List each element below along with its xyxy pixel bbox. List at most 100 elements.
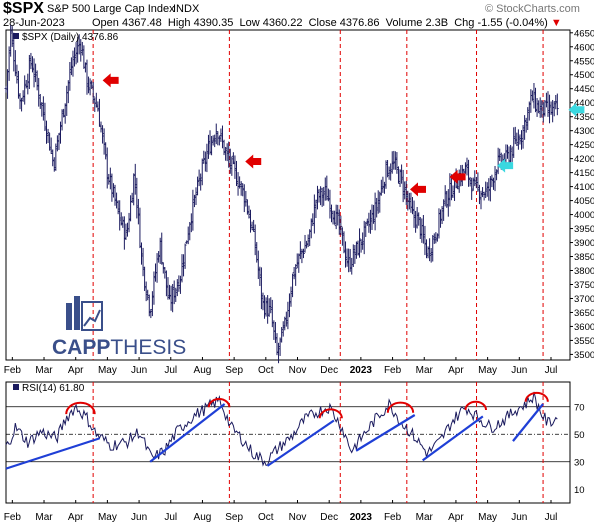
rsi-y-tick-label: 50 xyxy=(574,430,585,441)
rsi-y-tick-label: 70 xyxy=(574,402,585,413)
rsi-x-tick-label: Sep xyxy=(225,512,243,523)
rsi-x-tick-label: May xyxy=(98,512,117,523)
price-x-tick-label: Dec xyxy=(320,365,338,376)
rsi-x-tick-label: Jun xyxy=(511,512,527,523)
rsi-trendline xyxy=(355,414,416,452)
quote-date: 28-Jun-2023 xyxy=(3,17,65,29)
price-y-tick-label: 3750 xyxy=(574,280,594,291)
price-y-tick-label: 3600 xyxy=(574,322,594,333)
price-y-tick-label: 3700 xyxy=(574,294,594,305)
rsi-y-tick-label: 10 xyxy=(574,485,585,496)
rsi-trendline xyxy=(512,403,544,442)
price-y-tick-label: 4300 xyxy=(574,126,594,137)
rsi-legend-swatch-icon xyxy=(13,384,19,390)
price-x-tick-label: Apr xyxy=(68,365,84,376)
price-y-tick-label: 4550 xyxy=(574,56,594,67)
symbol: $SPX xyxy=(3,0,44,17)
price-x-tick-label: Jun xyxy=(511,365,527,376)
price-y-tick-label: 3800 xyxy=(574,266,594,277)
logo-trend-icon xyxy=(83,309,101,327)
price-x-tick-label: Feb xyxy=(4,365,22,376)
price-y-tick-label: 3850 xyxy=(574,252,594,263)
rsi-x-tick-label: May xyxy=(478,512,497,523)
red-arrow-icon xyxy=(449,169,466,184)
price-y-tick-label: 4650 xyxy=(574,28,594,39)
high-label: High xyxy=(167,17,191,29)
price-y-tick-label: 4500 xyxy=(574,70,594,81)
rsi-top-arc xyxy=(464,400,488,411)
rsi-top-arc xyxy=(65,401,96,415)
volume-value: 2.3B xyxy=(425,17,449,29)
price-y-tick-label: 4350 xyxy=(574,112,594,123)
price-x-tick-label: Oct xyxy=(258,365,274,376)
rsi-y-tick-label: 30 xyxy=(574,457,585,468)
logo-text-bold: CAPP xyxy=(52,336,110,359)
price-x-tick-label: May xyxy=(478,365,497,376)
chg-label: Chg xyxy=(454,17,475,29)
price-y-tick-label: 4200 xyxy=(574,154,594,165)
low-label: Low xyxy=(239,17,260,29)
price-x-tick-label: Aug xyxy=(194,365,212,376)
price-x-tick-label: Apr xyxy=(448,365,464,376)
logo-bar-icon xyxy=(66,303,72,330)
price-x-tick-label: Feb xyxy=(384,365,402,376)
price-y-tick-label: 4050 xyxy=(574,196,594,207)
high-value: 4390.35 xyxy=(193,17,234,29)
price-y-tick-label: 3550 xyxy=(574,336,594,347)
rsi-top-arc xyxy=(386,401,415,413)
rsi-x-tick-label: Jun xyxy=(131,512,147,523)
close-label: Close xyxy=(308,17,337,29)
rsi-line xyxy=(5,391,558,467)
red-arrow-icon xyxy=(245,154,262,169)
price-y-tick-label: 4150 xyxy=(574,168,594,179)
price-y-tick-label: 4450 xyxy=(574,84,594,95)
rsi-x-tick-label: Dec xyxy=(320,512,338,523)
price-y-tick-label: 4100 xyxy=(574,182,594,193)
rsi-x-tick-label: Nov xyxy=(289,512,307,523)
logo-bar-icon xyxy=(74,296,80,330)
open-label: Open xyxy=(92,17,119,29)
price-legend-swatch-icon xyxy=(13,33,19,39)
cyan-arrow-icon xyxy=(497,158,514,173)
rsi-top-arc xyxy=(207,398,231,408)
price-panel-frame xyxy=(5,29,571,361)
price-x-tick-label: Mar xyxy=(35,365,53,376)
close-value: 4376.86 xyxy=(339,17,380,29)
exchange: INDX xyxy=(173,3,200,15)
price-x-tick-label: 2023 xyxy=(350,365,373,376)
rsi-x-tick-label: Jul xyxy=(545,512,558,523)
price-bars xyxy=(4,24,559,364)
price-y-tick-label: 3900 xyxy=(574,238,594,249)
price-x-tick-label: Nov xyxy=(289,365,307,376)
price-x-tick-label: Mar xyxy=(416,365,434,376)
rsi-x-tick-label: Apr xyxy=(448,512,464,523)
chart-header: $SPX S&P 500 Large Cap Index INDX © Stoc… xyxy=(0,0,594,30)
rsi-x-tick-label: Mar xyxy=(35,512,53,523)
red-arrow-icon xyxy=(102,73,119,88)
rsi-trendline xyxy=(422,415,484,462)
rsi-x-tick-label: Mar xyxy=(416,512,434,523)
rsi-top-arc xyxy=(524,391,549,402)
rsi-panel-frame xyxy=(5,381,571,504)
rsi-trendline xyxy=(149,403,226,463)
rsi-top-arc xyxy=(318,408,343,419)
rsi-x-tick-label: Apr xyxy=(68,512,84,523)
watermark: © StockCharts.com xyxy=(485,3,580,15)
price-y-tick-label: 3950 xyxy=(574,224,594,235)
price-x-tick-label: Jul xyxy=(164,365,177,376)
rsi-x-tick-label: Oct xyxy=(258,512,274,523)
open-value: 4367.48 xyxy=(121,17,162,29)
price-y-tick-label: 4000 xyxy=(574,210,594,221)
chg-value: -1.55 (-0.04%) xyxy=(477,17,548,29)
rsi-trendline xyxy=(5,437,100,470)
price-x-tick-label: Jul xyxy=(545,365,558,376)
capp-thesis-logo: CAPPTHESIS xyxy=(52,296,186,359)
price-y-tick-label: 4600 xyxy=(574,42,594,53)
price-legend: $SPX (Daily) 4376.86 xyxy=(22,32,119,43)
rsi-legend: RSI(14) 61.80 xyxy=(22,383,85,394)
price-y-tick-label: 3500 xyxy=(574,350,594,361)
rsi-x-tick-label: Jul xyxy=(164,512,177,523)
index-name: S&P 500 Large Cap Index xyxy=(47,3,175,15)
red-arrow-icon xyxy=(409,182,426,197)
